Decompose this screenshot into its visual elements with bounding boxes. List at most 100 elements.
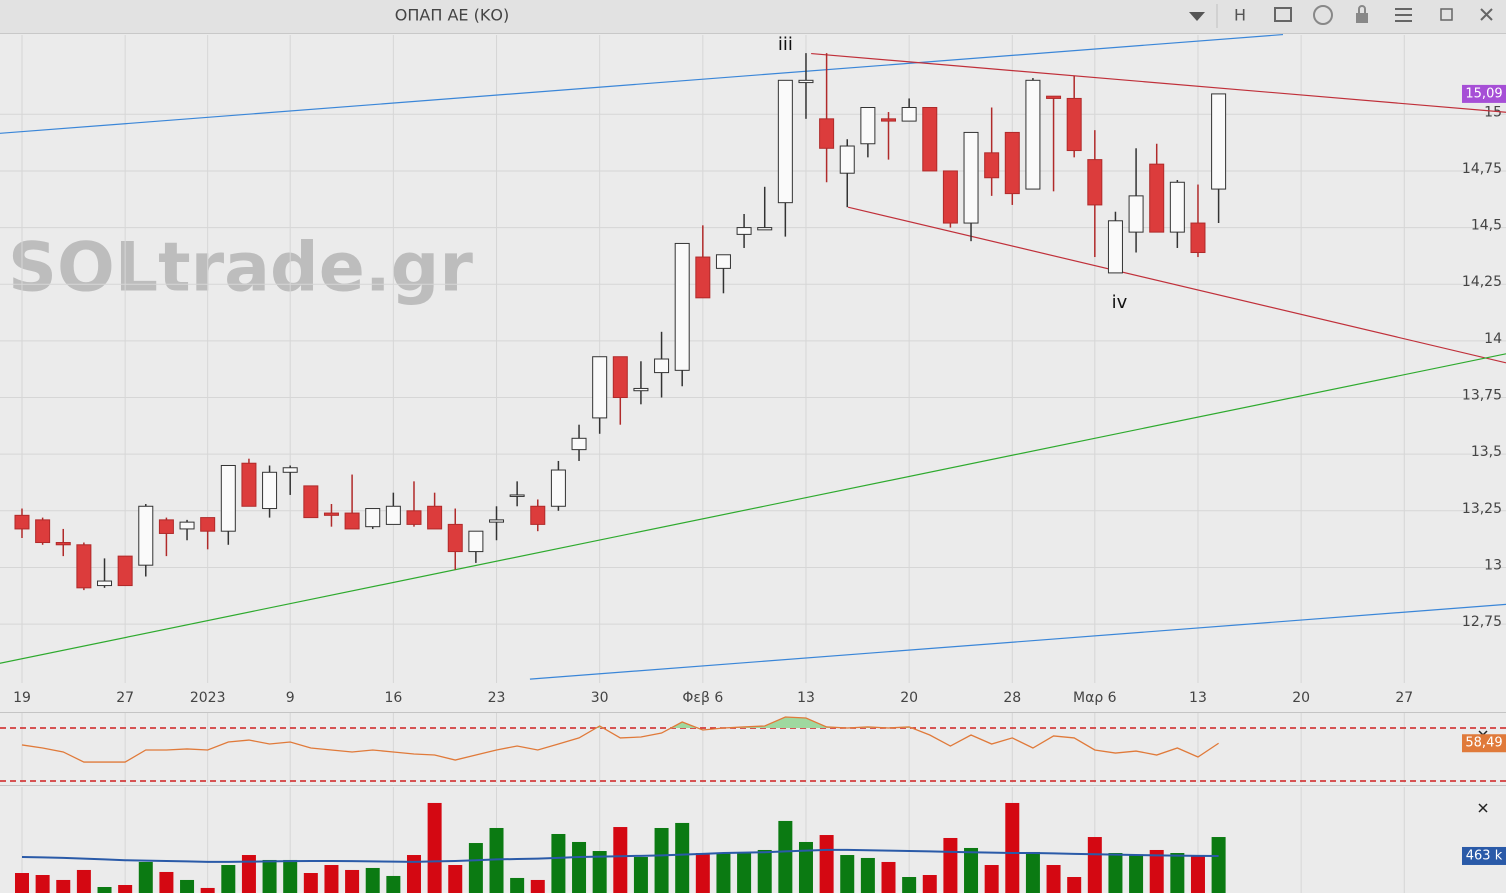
candle-body	[35, 519, 51, 544]
volume-bar	[572, 841, 587, 893]
candle-body	[819, 118, 835, 149]
candle-body	[179, 521, 195, 530]
candle-body	[963, 131, 979, 224]
volume-bar	[530, 879, 545, 893]
volume-bar	[716, 853, 731, 893]
candle-body	[1087, 159, 1103, 206]
x-tick-label: 13	[797, 690, 815, 706]
candle-body	[282, 467, 298, 473]
y-tick-label: 14,5	[1471, 218, 1502, 234]
candle-body	[695, 256, 711, 299]
volume-bar	[283, 859, 298, 893]
rsi-last-box	[1462, 734, 1506, 753]
volume-bar	[592, 851, 607, 893]
volume-bar	[778, 820, 793, 893]
volume-bar	[654, 827, 669, 893]
volume-bar	[118, 885, 133, 893]
volume-bar	[1190, 855, 1205, 893]
volume-bar	[1108, 853, 1123, 893]
candle-body	[1004, 131, 1020, 195]
volume-bar	[510, 877, 525, 893]
volume-ma-line	[21, 848, 1219, 863]
volume-bar	[613, 827, 628, 893]
volume-bar	[241, 855, 256, 893]
volume-bar	[180, 879, 195, 893]
candle-body	[447, 523, 463, 553]
last-price-label: 15,09	[1465, 86, 1502, 101]
comment-icon[interactable]	[1313, 5, 1333, 25]
last-price-box	[1462, 84, 1506, 103]
candle-body	[715, 254, 731, 269]
trendline	[847, 206, 1506, 364]
candle-body	[777, 79, 793, 204]
restore-icon[interactable]	[1440, 8, 1453, 21]
dropdown-icon[interactable]	[1189, 12, 1205, 21]
volume-bar	[819, 835, 834, 893]
candle-body	[612, 356, 628, 399]
candle-body	[509, 494, 525, 497]
x-tick-label: 23	[488, 690, 506, 706]
x-tick-label: 9	[286, 690, 295, 706]
volume-bar	[695, 853, 710, 893]
volume-bar	[324, 865, 339, 893]
lock-shackle	[1358, 5, 1366, 13]
rsi-last-label: 58,49	[1465, 736, 1502, 751]
candle-body	[117, 555, 133, 587]
volume-bar	[1025, 851, 1040, 893]
candle-body	[550, 469, 566, 507]
rsi-line	[21, 716, 1219, 763]
x-tick-label: 30	[591, 690, 609, 706]
candle-body	[138, 505, 154, 566]
menu-icon[interactable]	[1395, 8, 1412, 22]
volume-bar	[1087, 837, 1102, 893]
x-tick-label: 13	[1189, 690, 1207, 706]
volume-bar	[76, 869, 91, 893]
volume-bar	[1211, 837, 1226, 893]
close-icon[interactable]	[1480, 8, 1493, 21]
volume-bar	[984, 865, 999, 893]
candle-body	[571, 437, 587, 451]
candle-body	[942, 170, 958, 224]
candle-body	[592, 356, 608, 419]
toolbar	[0, 0, 1506, 33]
y-tick-label: 14,25	[1462, 274, 1502, 290]
lock-icon[interactable]	[1356, 13, 1368, 23]
candle-body	[1211, 93, 1227, 190]
y-tick-label: 13	[1484, 557, 1502, 573]
volume-bar	[1149, 849, 1164, 893]
y-tick-label: 12,75	[1462, 614, 1502, 630]
candle-body	[1107, 220, 1123, 274]
panel-icon[interactable]	[1274, 7, 1292, 22]
x-tick-label: 16	[384, 690, 402, 706]
x-tick-label: 27	[116, 690, 134, 706]
candle-body	[839, 145, 855, 174]
candle-body	[1025, 79, 1041, 190]
candle-body	[1046, 95, 1062, 99]
x-tick-label: Φεβ 6	[682, 690, 723, 706]
volume-bar	[303, 873, 318, 893]
volume-bar	[860, 857, 875, 893]
volume-bar	[345, 869, 360, 893]
volume-bar	[448, 865, 463, 893]
volume-bar	[798, 841, 813, 893]
x-tick-label: 27	[1395, 690, 1413, 706]
volume-bar	[221, 865, 236, 893]
candle-body	[365, 508, 381, 528]
candle-body	[97, 580, 113, 587]
x-tick-label: Μαρ 6	[1073, 690, 1117, 706]
trendline	[811, 52, 1506, 113]
watermark: SOLtrade.gr	[8, 229, 473, 308]
volume-bar	[56, 879, 71, 893]
wave-label: iv	[1112, 292, 1128, 313]
candle-body	[76, 544, 92, 589]
candle-body	[1128, 195, 1144, 233]
volume-bar	[675, 822, 690, 893]
close-volume-icon[interactable]	[1478, 803, 1488, 813]
volume-bar	[964, 847, 979, 893]
interval-button[interactable]: H	[1234, 6, 1246, 25]
volume-bar	[1046, 865, 1061, 893]
candle-body	[736, 227, 752, 235]
chart-title: ΟΠΑΠ ΑΕ (ΚΟ)	[395, 6, 509, 25]
x-tick-label: 28	[1003, 690, 1021, 706]
